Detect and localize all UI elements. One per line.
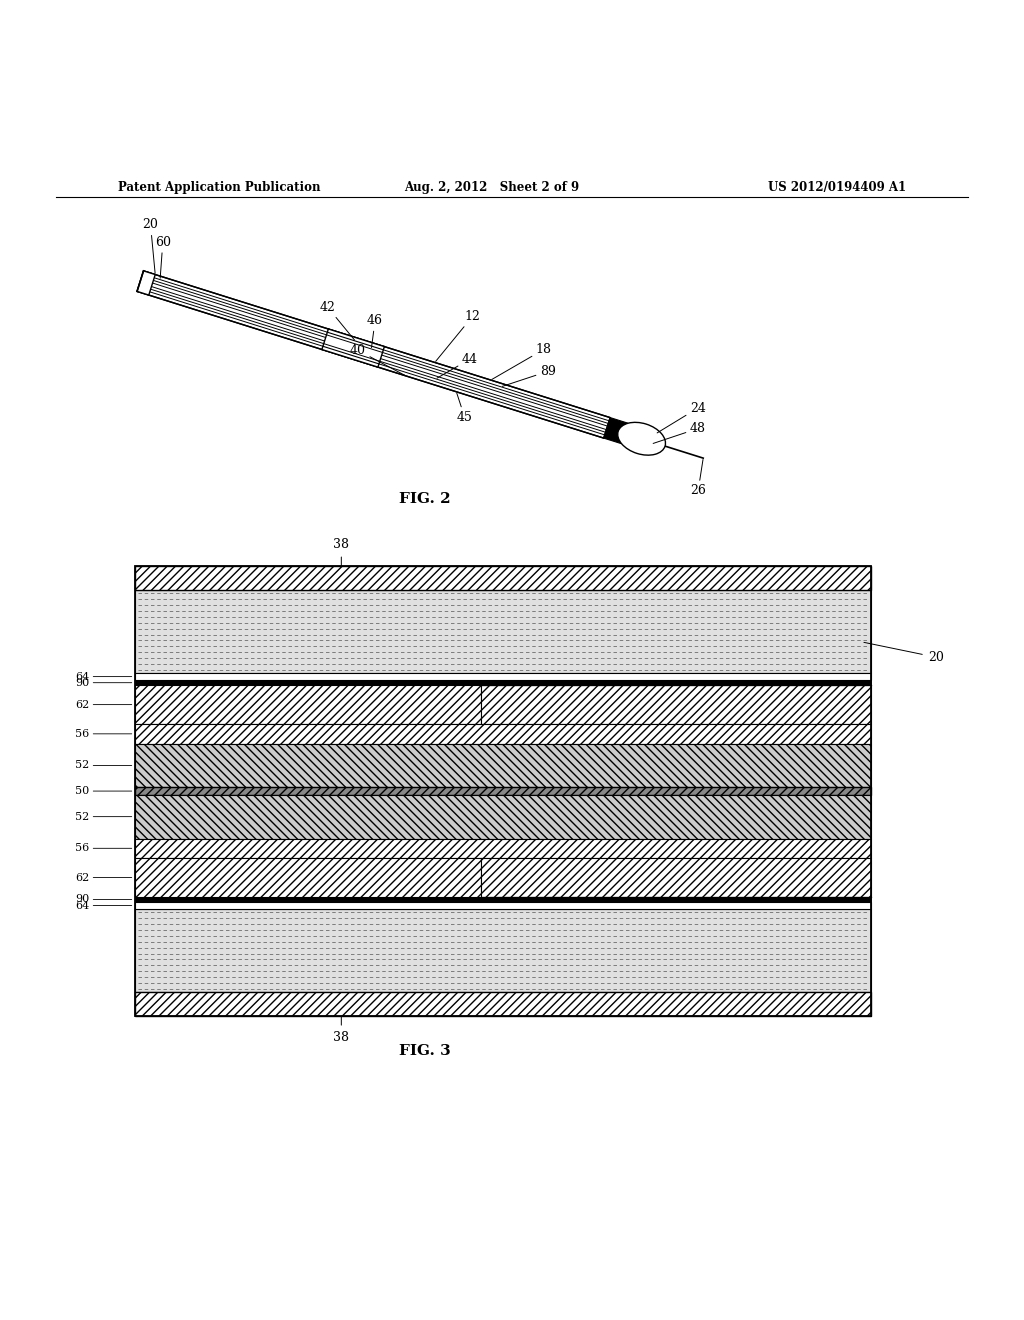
Bar xyxy=(135,590,871,673)
Text: FIG. 2: FIG. 2 xyxy=(399,492,451,507)
Bar xyxy=(135,685,481,725)
Bar xyxy=(135,858,481,898)
Polygon shape xyxy=(137,271,610,438)
Text: 20: 20 xyxy=(142,218,159,273)
Text: 18: 18 xyxy=(492,343,552,379)
Text: Patent Application Publication: Patent Application Publication xyxy=(118,181,321,194)
Text: FIG. 3: FIG. 3 xyxy=(399,1044,451,1059)
Text: 64: 64 xyxy=(75,900,132,911)
Text: 52: 52 xyxy=(75,760,132,771)
Bar xyxy=(481,685,871,725)
Text: 20: 20 xyxy=(864,643,944,664)
Text: 38: 38 xyxy=(334,539,349,566)
Bar xyxy=(135,838,871,858)
Text: 90: 90 xyxy=(75,895,132,904)
Text: 24: 24 xyxy=(657,401,706,433)
Bar xyxy=(135,680,871,685)
Text: 48: 48 xyxy=(653,422,706,444)
Bar xyxy=(135,743,871,788)
Bar xyxy=(135,993,871,1016)
Bar xyxy=(135,673,871,680)
Text: 56: 56 xyxy=(75,843,132,853)
Text: 64: 64 xyxy=(75,672,132,681)
Text: 56: 56 xyxy=(75,729,132,739)
Text: 62: 62 xyxy=(75,700,132,710)
Bar xyxy=(135,909,871,993)
Bar xyxy=(135,795,871,838)
Bar xyxy=(135,788,871,795)
Text: 60: 60 xyxy=(155,236,171,279)
Text: 50: 50 xyxy=(75,787,132,796)
Bar xyxy=(135,902,871,909)
Text: 38: 38 xyxy=(334,1016,349,1044)
Bar xyxy=(135,898,871,902)
Polygon shape xyxy=(604,417,628,444)
Polygon shape xyxy=(322,329,384,367)
Bar xyxy=(135,566,871,590)
Text: 52: 52 xyxy=(75,812,132,821)
Text: 44: 44 xyxy=(437,352,478,378)
Text: 45: 45 xyxy=(457,393,473,424)
Text: 46: 46 xyxy=(367,314,383,347)
Text: Aug. 2, 2012   Sheet 2 of 9: Aug. 2, 2012 Sheet 2 of 9 xyxy=(403,181,580,194)
Text: 42: 42 xyxy=(319,301,354,341)
Bar xyxy=(135,725,871,743)
Text: 89: 89 xyxy=(503,364,556,387)
Text: US 2012/0194409 A1: US 2012/0194409 A1 xyxy=(768,181,906,194)
Ellipse shape xyxy=(617,422,666,455)
Bar xyxy=(481,858,871,898)
Text: 90: 90 xyxy=(75,677,132,688)
Text: 12: 12 xyxy=(435,310,480,362)
Text: 26: 26 xyxy=(690,459,706,498)
Text: 62: 62 xyxy=(75,873,132,883)
Polygon shape xyxy=(137,271,156,296)
Bar xyxy=(135,566,871,1016)
Text: 40: 40 xyxy=(350,343,404,375)
